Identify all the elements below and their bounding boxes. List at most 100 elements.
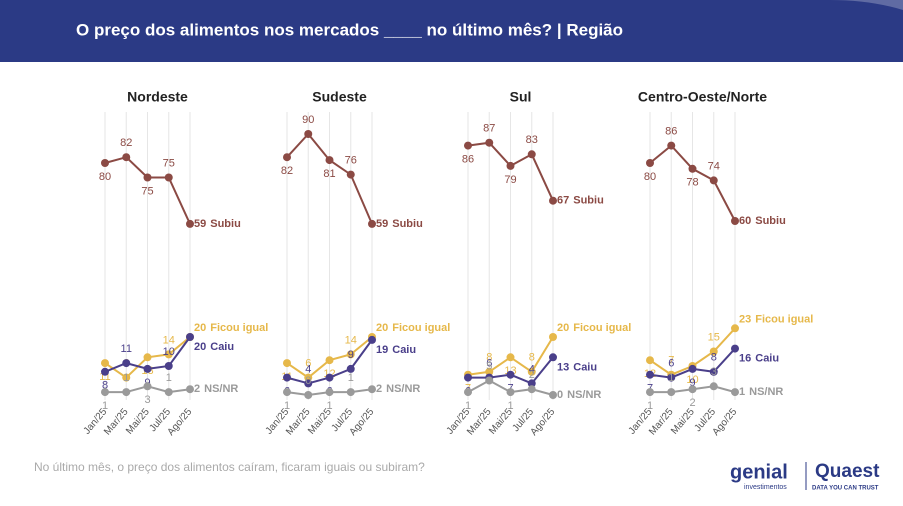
point xyxy=(325,156,334,165)
value-label: 4 xyxy=(305,363,311,375)
point xyxy=(527,385,536,394)
value-label: 76 xyxy=(345,155,357,167)
point xyxy=(101,388,109,397)
end-value: 59 xyxy=(194,218,206,230)
point xyxy=(283,388,291,397)
point xyxy=(731,217,739,225)
value-label: 8 xyxy=(529,352,535,364)
end-value: 1 xyxy=(739,386,745,398)
end-label: 20 Ficou igual xyxy=(194,322,268,334)
point xyxy=(688,164,697,173)
end-label: 20 Ficou igual xyxy=(376,322,450,334)
panel-title: Centro-Oeste/Norte xyxy=(638,89,767,105)
end-name: NS/NR xyxy=(386,383,420,395)
end-label: 16 Caiu xyxy=(739,353,779,365)
point xyxy=(485,367,494,376)
value-label: 1 xyxy=(507,400,513,412)
value-label: 14 xyxy=(163,334,175,346)
point xyxy=(709,347,718,356)
value-label: 7 xyxy=(668,355,674,367)
point xyxy=(325,356,334,365)
point xyxy=(485,138,494,147)
value-label: 82 xyxy=(281,165,293,177)
logo-genial-sub: investimentos xyxy=(744,484,787,491)
point xyxy=(646,356,654,365)
point xyxy=(186,333,194,341)
point xyxy=(101,367,109,376)
value-label: 1 xyxy=(326,400,332,412)
value-label: 86 xyxy=(462,154,474,166)
end-label: 13 Caiu xyxy=(557,361,597,373)
end-value: 20 xyxy=(194,341,206,353)
point xyxy=(709,382,718,391)
end-name: Caiu xyxy=(755,353,779,365)
point xyxy=(549,333,557,341)
point xyxy=(143,353,152,362)
point xyxy=(101,159,109,167)
value-label: 1 xyxy=(647,400,653,412)
value-label: 8 xyxy=(711,352,717,364)
value-label: 1 xyxy=(123,372,129,384)
point xyxy=(346,364,355,373)
point xyxy=(485,376,494,385)
value-label: 1 xyxy=(102,400,108,412)
value-label: 15 xyxy=(708,331,720,343)
value-label: 80 xyxy=(644,171,656,183)
value-label: 5 xyxy=(486,360,492,372)
end-label: 2 NS/NR xyxy=(376,383,420,395)
point xyxy=(186,385,194,394)
point xyxy=(368,219,376,228)
point xyxy=(667,373,676,382)
value-label: 6 xyxy=(305,358,311,370)
end-name: Subiu xyxy=(573,195,604,207)
end-value: 20 xyxy=(557,322,569,334)
point xyxy=(709,176,718,185)
point xyxy=(549,353,557,362)
value-label: 1 xyxy=(348,372,354,384)
point xyxy=(164,388,173,397)
header-curve xyxy=(830,0,903,10)
point xyxy=(346,388,355,397)
end-value: 60 xyxy=(739,215,751,227)
value-label: 81 xyxy=(323,168,335,180)
value-label: 87 xyxy=(483,123,495,135)
point xyxy=(646,388,654,397)
point xyxy=(464,373,472,382)
value-label: 11 xyxy=(121,343,132,355)
end-name: Ficou igual xyxy=(573,322,631,334)
value-label: 3 xyxy=(711,366,717,378)
end-label: 2 NS/NR xyxy=(194,383,238,395)
end-name: Subiu xyxy=(392,218,423,230)
value-label: 1 xyxy=(166,372,172,384)
point xyxy=(143,382,152,391)
end-name: NS/NR xyxy=(749,386,783,398)
value-label: 86 xyxy=(665,126,677,138)
x-tick-label: Mai/25 xyxy=(669,406,697,436)
end-value: 20 xyxy=(194,322,206,334)
point xyxy=(709,367,718,376)
point xyxy=(731,324,739,333)
end-name: Ficou igual xyxy=(210,322,268,334)
end-label: 67 Subiu xyxy=(557,195,604,207)
point xyxy=(164,362,173,370)
point xyxy=(101,359,109,368)
value-label: 14 xyxy=(345,334,357,346)
end-label: 1 NS/NR xyxy=(739,386,783,398)
point xyxy=(368,335,376,344)
end-name: Subiu xyxy=(755,215,786,227)
point xyxy=(667,388,676,397)
point xyxy=(464,141,472,150)
point xyxy=(304,130,313,138)
value-label: 74 xyxy=(708,160,720,172)
value-label: 6 xyxy=(486,358,492,370)
point xyxy=(143,173,152,182)
point xyxy=(527,379,536,388)
point xyxy=(283,373,291,382)
point xyxy=(688,364,697,373)
end-label: 0 NS/NR xyxy=(557,389,601,401)
value-label: 90 xyxy=(302,114,314,126)
point xyxy=(731,344,739,353)
point xyxy=(688,385,697,394)
end-value: 2 xyxy=(194,383,200,395)
panel-title: Nordeste xyxy=(127,89,188,105)
